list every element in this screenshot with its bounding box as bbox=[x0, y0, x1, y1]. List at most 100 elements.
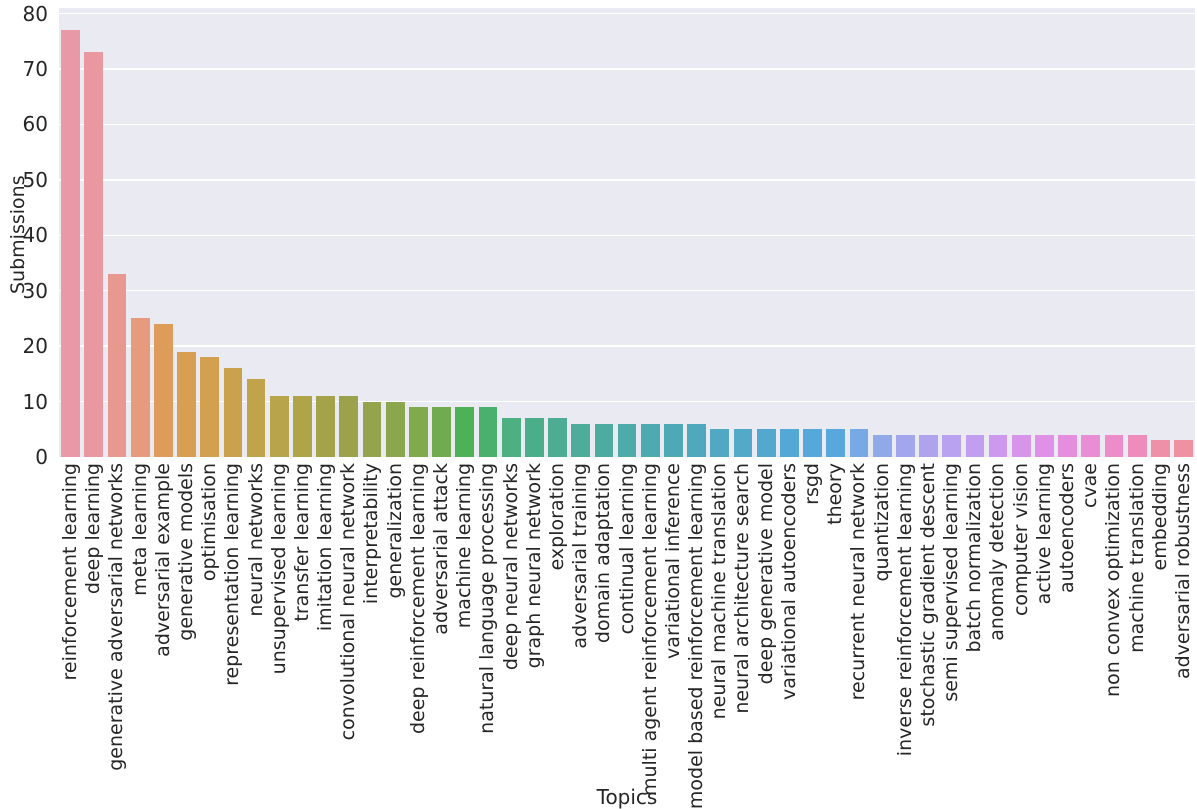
x-tick-label: multi agent reinforcement learning bbox=[638, 463, 661, 797]
bar-slot bbox=[221, 8, 244, 457]
y-tick-label: 0 bbox=[35, 445, 48, 469]
gridline-y-30 bbox=[59, 289, 1195, 292]
x-tick-label: meta learning bbox=[128, 463, 151, 596]
bar-slot bbox=[453, 8, 476, 457]
bar-multi-agent-reinforcement-learning bbox=[640, 423, 660, 457]
bar-semi-supervised-learning bbox=[942, 434, 962, 457]
bar-slot bbox=[384, 8, 407, 457]
bar-slot bbox=[778, 8, 801, 457]
x-tick-label: embedding bbox=[1148, 463, 1171, 571]
bar-quantization bbox=[872, 434, 892, 457]
bar-variational-inference bbox=[664, 423, 683, 457]
bar-slot bbox=[824, 8, 847, 457]
bar-model-based-reinforcement-learning bbox=[687, 423, 707, 457]
x-tick-label: autoencoders bbox=[1055, 463, 1078, 594]
x-tick-label: batch normalization bbox=[963, 463, 986, 653]
x-tick-label: inverse reinforcement learning bbox=[893, 463, 916, 757]
bar-theory bbox=[826, 429, 846, 457]
bar-slot bbox=[59, 8, 82, 457]
bar-slot bbox=[894, 8, 917, 457]
bar-slot bbox=[1010, 8, 1033, 457]
bar-slot bbox=[407, 8, 430, 457]
y-tick-label: 10 bbox=[22, 389, 48, 414]
x-tick-label: convolutional neural network bbox=[337, 463, 360, 741]
y-tick-label: 50 bbox=[22, 167, 48, 192]
x-tick-label: imitation learning bbox=[314, 463, 337, 632]
x-tick-label: model based reinforcement learning bbox=[685, 463, 708, 809]
bar-slot bbox=[129, 8, 152, 457]
bar-slot bbox=[940, 8, 963, 457]
bar-slot bbox=[152, 8, 175, 457]
bar-slot bbox=[592, 8, 615, 457]
bar-convolutional-neural-network bbox=[339, 396, 359, 457]
y-tick-label: 80 bbox=[22, 1, 48, 26]
bar-deep-generative-model bbox=[756, 429, 776, 457]
bar-slot bbox=[847, 8, 870, 457]
x-tick-label: computer vision bbox=[1009, 463, 1032, 617]
bar-imitation-learning bbox=[316, 396, 336, 457]
bar-slot bbox=[245, 8, 268, 457]
bar-slot bbox=[105, 8, 128, 457]
bar-generalization bbox=[385, 401, 405, 457]
bar-slot bbox=[871, 8, 894, 457]
x-tick-label: adversarial robustness bbox=[1171, 463, 1194, 680]
bar-slot bbox=[569, 8, 592, 457]
x-tick-label: neural networks bbox=[244, 463, 267, 617]
x-tick-label: reinforcement learning bbox=[59, 463, 82, 681]
x-tick-label: graph neural network bbox=[522, 463, 545, 669]
bar-domain-adaptation bbox=[594, 423, 614, 457]
bar-slot bbox=[175, 8, 198, 457]
x-axis-title: Topics bbox=[596, 785, 658, 809]
bar-slot bbox=[801, 8, 824, 457]
gridlines bbox=[59, 8, 1195, 457]
bars bbox=[59, 8, 1195, 457]
bar-rsgd bbox=[803, 429, 822, 457]
bar-recurrent-neural-network bbox=[849, 429, 869, 457]
x-tick-label: anomaly detection bbox=[986, 463, 1009, 641]
bar-embedding bbox=[1151, 440, 1170, 457]
bar-slot bbox=[82, 8, 105, 457]
bar-non-convex-optimization bbox=[1104, 434, 1124, 457]
x-tick-label: deep learning bbox=[82, 463, 105, 595]
x-tick-label: variational inference bbox=[661, 463, 684, 659]
x-tick-label: adversarial training bbox=[569, 463, 592, 649]
x-tick-label: rsgd bbox=[800, 463, 823, 505]
bar-slot bbox=[337, 8, 360, 457]
x-tick-label: active learning bbox=[1032, 463, 1055, 605]
x-tick-label: machine translation bbox=[1125, 463, 1148, 653]
bar-slot bbox=[360, 8, 383, 457]
bar-deep-neural-networks bbox=[501, 418, 521, 457]
x-tick-label: representation learning bbox=[221, 463, 244, 686]
y-tick-label: 30 bbox=[22, 278, 48, 303]
x-tick-label: neural architecture search bbox=[731, 463, 754, 714]
bar-slot bbox=[639, 8, 662, 457]
bar-slot bbox=[430, 8, 453, 457]
bar-deep-reinforcement-learning bbox=[409, 407, 428, 457]
x-tick-label: deep neural networks bbox=[499, 463, 522, 671]
bar-slot bbox=[1102, 8, 1125, 457]
x-tick-label: transfer learning bbox=[290, 463, 313, 622]
bar-neural-architecture-search bbox=[733, 429, 753, 457]
x-tick-label: machine learning bbox=[453, 463, 476, 629]
gridline-y-80 bbox=[59, 12, 1195, 15]
bar-reinforcement-learning bbox=[61, 30, 80, 457]
bar-slot bbox=[268, 8, 291, 457]
bar-slot bbox=[1079, 8, 1102, 457]
x-tick-label: optimisation bbox=[198, 463, 221, 582]
bar-optimisation bbox=[200, 357, 220, 457]
x-tick-label: quantization bbox=[870, 463, 893, 582]
bar-neural-machine-translation bbox=[710, 429, 730, 457]
bar-graph-neural-network bbox=[524, 418, 544, 457]
bar-transfer-learning bbox=[293, 396, 312, 457]
bar-autoencoders bbox=[1058, 434, 1078, 457]
bar-slot bbox=[662, 8, 685, 457]
bar-slot bbox=[616, 8, 639, 457]
y-tick-label: 40 bbox=[22, 223, 48, 248]
x-tick-label: exploration bbox=[545, 463, 568, 571]
x-tick-label: generative models bbox=[175, 463, 197, 641]
x-tick-label: deep reinforcement learning bbox=[406, 463, 429, 735]
bar-slot bbox=[476, 8, 499, 457]
bar-slot bbox=[1149, 8, 1172, 457]
bar-exploration bbox=[548, 418, 567, 457]
gridline-y-70 bbox=[59, 68, 1195, 70]
